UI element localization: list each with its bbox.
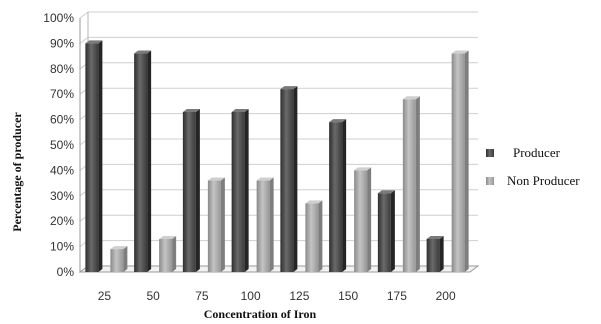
bars (85, 40, 469, 273)
x-tick-labels: 25 50 75 100 125 150 175 200 (98, 289, 456, 303)
x-tick-label: 200 (436, 289, 456, 303)
x-tick-label: 150 (338, 289, 358, 303)
y-tick-label: 60% (50, 113, 74, 127)
gridline-side (79, 37, 89, 44)
bar-producer-75 (182, 108, 200, 272)
legend-label: Non Producer (507, 173, 580, 188)
y-tick-label: 0% (57, 265, 75, 279)
legend-item-non-producer: Non Producer (486, 173, 580, 188)
bar-non-producer-200 (451, 50, 469, 273)
y-tick-label: 10% (50, 240, 74, 254)
y-tick-label: 40% (50, 163, 74, 177)
bar-non-producer-125 (305, 200, 323, 272)
bar-producer-25 (85, 40, 103, 273)
bar-non-producer-25 (110, 246, 128, 272)
legend: Producer Non Producer (486, 145, 580, 188)
bar-non-producer-100 (256, 177, 274, 272)
x-tick-label: 175 (387, 289, 407, 303)
y-tick-label: 90% (50, 36, 74, 50)
y-tick-labels: 0% 10% 20% 30% 40% 50% 60% 70% 80% 90% 100% (43, 11, 74, 279)
bar-non-producer-175 (402, 96, 420, 272)
y-tick-label: 20% (50, 214, 74, 228)
y-tick-label: 80% (50, 62, 74, 76)
y-tick-label: 70% (50, 87, 74, 101)
x-tick-label: 75 (195, 289, 209, 303)
bar-non-producer-75 (207, 177, 225, 272)
x-tick-label: 100 (241, 289, 261, 303)
bar-producer-50 (134, 50, 152, 273)
x-tick-label: 25 (98, 289, 112, 303)
x-axis-label: Concentration of Iron (204, 307, 317, 321)
legend-item-producer: Producer (486, 145, 561, 160)
y-tick-label: 100% (43, 11, 74, 25)
legend-swatch (486, 149, 494, 157)
y-tick-label: 30% (50, 189, 74, 203)
x-tick-label: 125 (289, 289, 309, 303)
bar-producer-100 (231, 108, 249, 272)
bar-non-producer-50 (159, 235, 177, 272)
bar-producer-150 (329, 119, 347, 272)
bar-producer-175 (377, 190, 395, 272)
y-axis-label: Percentage of producer (10, 112, 24, 232)
bar-producer-200 (426, 235, 444, 272)
bar-non-producer-150 (354, 167, 372, 272)
bar-producer-125 (280, 86, 298, 273)
legend-label: Producer (513, 145, 561, 160)
y-tick-label: 50% (50, 138, 74, 152)
gridline-side (79, 11, 89, 19)
legend-swatch (486, 177, 494, 185)
x-tick-label: 50 (146, 289, 160, 303)
